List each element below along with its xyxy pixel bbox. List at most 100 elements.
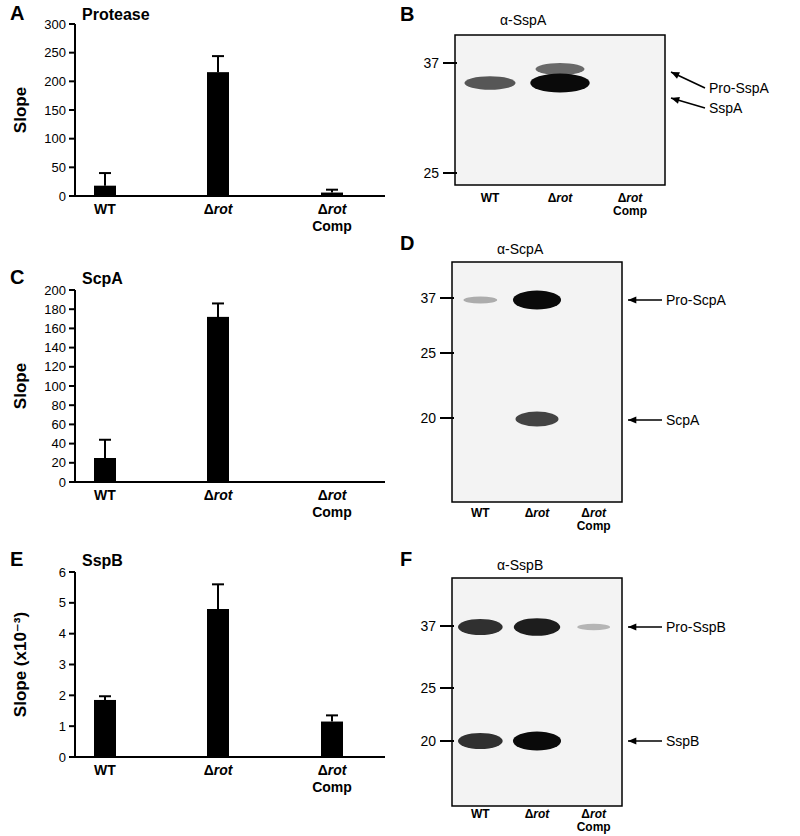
band bbox=[458, 733, 503, 749]
error-cap bbox=[212, 55, 224, 57]
error-cap bbox=[212, 302, 224, 304]
panel-letter: B bbox=[400, 3, 414, 25]
y-tick bbox=[69, 138, 75, 140]
y-tick-label: 6 bbox=[59, 565, 66, 580]
y-tick bbox=[69, 664, 75, 666]
y-tick-label: 60 bbox=[52, 417, 66, 432]
marker-label: 37 bbox=[420, 290, 436, 306]
band bbox=[536, 63, 585, 75]
x-tick-label: WT bbox=[94, 487, 116, 503]
arrow-head bbox=[671, 72, 680, 79]
y-tick-label: 50 bbox=[52, 160, 66, 175]
y-tick-label: 150 bbox=[44, 103, 66, 118]
marker-label: 25 bbox=[420, 680, 436, 696]
x-tick-label: WT bbox=[94, 762, 116, 778]
marks bbox=[94, 303, 229, 482]
bar bbox=[207, 317, 229, 482]
error-line bbox=[217, 303, 219, 316]
band bbox=[515, 412, 558, 427]
western-blot: Dα-ScpA372520Pro-ScpAScpAWTΔrotΔrotComp bbox=[400, 232, 727, 533]
bar bbox=[207, 609, 229, 757]
y-tick bbox=[69, 195, 75, 197]
panel-letter: C bbox=[10, 266, 24, 288]
band-label: SspA bbox=[709, 100, 743, 116]
y-tick-label: 250 bbox=[44, 45, 66, 60]
bar bbox=[207, 72, 229, 196]
lane-label: WT bbox=[471, 506, 490, 520]
y-tick-label: 2 bbox=[59, 688, 66, 703]
marker-label: 37 bbox=[420, 618, 436, 634]
y-tick-label: 3 bbox=[59, 657, 66, 672]
error-bar bbox=[212, 303, 224, 316]
y-tick bbox=[69, 109, 75, 111]
y-tick-label: 0 bbox=[59, 750, 66, 765]
y-tick-label: 0 bbox=[59, 475, 66, 490]
lane-label: ΔrotComp bbox=[613, 191, 647, 218]
y-tick-label: 0 bbox=[59, 189, 66, 204]
y-tick-label: 40 bbox=[52, 436, 66, 451]
x-axis bbox=[75, 481, 385, 483]
lane-label: WT bbox=[481, 191, 500, 205]
error-cap bbox=[99, 439, 111, 441]
error-bar bbox=[99, 440, 111, 458]
y-axis-label: Slope bbox=[11, 363, 30, 409]
y-tick-label: 20 bbox=[52, 455, 66, 470]
band bbox=[458, 619, 503, 635]
chart-title: Protease bbox=[82, 6, 150, 23]
band bbox=[514, 618, 560, 636]
y-axis-label: Slope bbox=[11, 87, 30, 133]
bar bbox=[321, 193, 343, 196]
arrow-head bbox=[628, 623, 636, 630]
y-tick bbox=[69, 481, 75, 483]
y-tick bbox=[69, 385, 75, 387]
y-tick bbox=[69, 633, 75, 635]
error-line bbox=[217, 56, 219, 72]
y-tick bbox=[69, 725, 75, 727]
antibody-label: α-SspA bbox=[500, 12, 547, 28]
arrow-head bbox=[671, 97, 680, 104]
error-line bbox=[217, 584, 219, 609]
band-label: Pro-ScpA bbox=[666, 292, 727, 308]
error-bar bbox=[212, 584, 224, 609]
y-tick bbox=[69, 52, 75, 54]
chart-title: SspB bbox=[82, 552, 123, 569]
x-tick-label: Δrot bbox=[204, 487, 234, 503]
x-tick-label: ΔrotComp bbox=[312, 762, 352, 795]
arrow-head bbox=[628, 416, 636, 423]
antibody-label: α-SspB bbox=[497, 557, 543, 573]
y-tick bbox=[69, 756, 75, 758]
y-tick bbox=[69, 23, 75, 25]
y-axis-label: Slope (x10⁻³) bbox=[11, 612, 30, 717]
y-tick-label: 300 bbox=[44, 17, 66, 32]
y-tick bbox=[69, 462, 75, 464]
y-tick-label: 4 bbox=[59, 626, 66, 641]
arrow-head bbox=[628, 296, 636, 303]
error-bar bbox=[326, 715, 338, 721]
y-tick bbox=[69, 602, 75, 604]
band bbox=[513, 732, 561, 751]
lane-label: Δrot bbox=[525, 807, 551, 821]
y-tick-label: 100 bbox=[44, 131, 66, 146]
x-tick-label: Δrot bbox=[204, 201, 234, 217]
error-cap bbox=[326, 189, 338, 191]
error-cap bbox=[99, 695, 111, 697]
y-tick-label: 120 bbox=[44, 359, 66, 374]
arrow-head bbox=[628, 737, 636, 744]
error-cap bbox=[326, 714, 338, 716]
western-blot: Bα-SspA3725Pro-SspASspAWTΔrotΔrotComp bbox=[400, 3, 770, 218]
figure: AProteaseSlope050100150200250300WTΔrotΔr… bbox=[0, 0, 800, 836]
x-tick-label: ΔrotComp bbox=[312, 487, 352, 520]
y-tick bbox=[69, 327, 75, 329]
panel-letter: F bbox=[400, 548, 412, 570]
error-line bbox=[104, 173, 106, 186]
error-line bbox=[104, 440, 106, 458]
x-tick-label: WT bbox=[94, 201, 116, 217]
band-label: Pro-SspB bbox=[666, 619, 726, 635]
band bbox=[513, 291, 561, 310]
y-tick-label: 1 bbox=[59, 719, 66, 734]
marker-tick bbox=[443, 172, 457, 174]
marker-tick bbox=[440, 740, 454, 742]
y-tick bbox=[69, 404, 75, 406]
y-tick bbox=[69, 166, 75, 168]
marker-label: 20 bbox=[420, 410, 436, 426]
